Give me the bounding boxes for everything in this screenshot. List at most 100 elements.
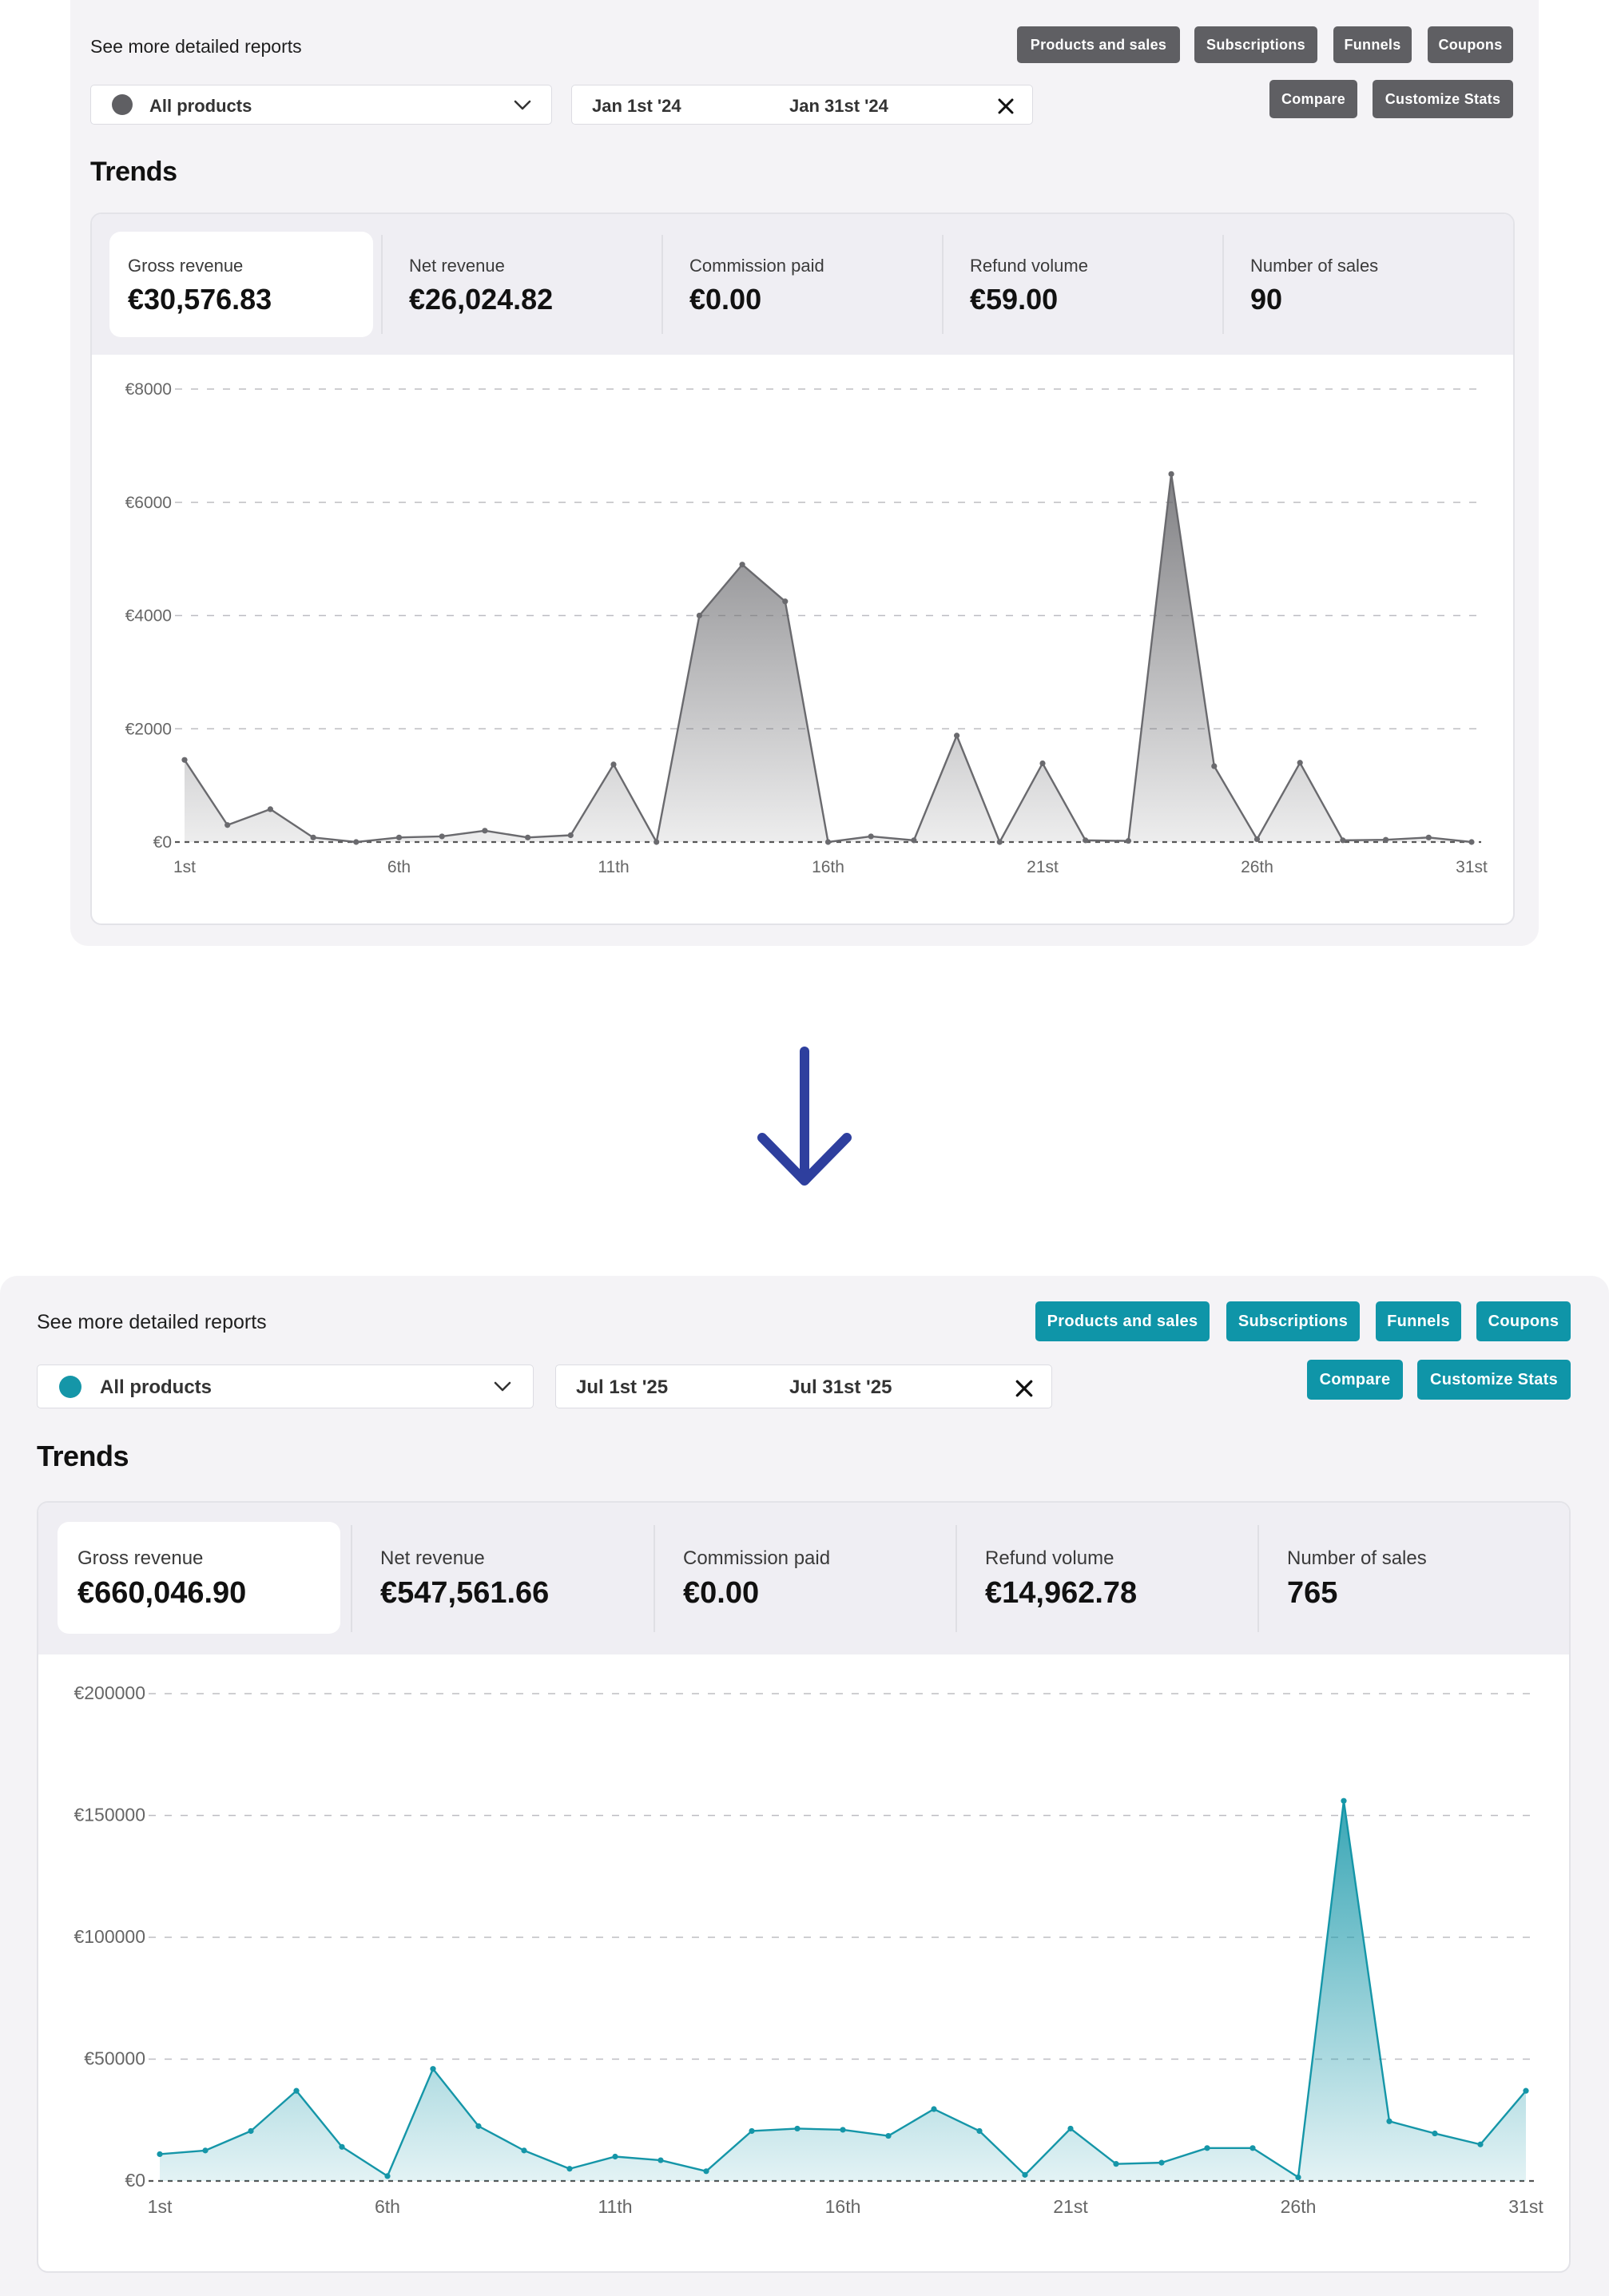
x-tick-label: 21st [1027, 858, 1059, 876]
compare-button[interactable]: Compare [1307, 1360, 1403, 1400]
data-point [824, 839, 832, 845]
stat-net-revenue[interactable]: Net revenue €547,561.66 [360, 1522, 652, 1634]
data-point [1383, 836, 1389, 843]
coupons-button[interactable]: Coupons [1476, 1301, 1571, 1341]
date-range-picker[interactable]: Jul 1st '25 Jul 31st '25 [555, 1364, 1052, 1408]
x-tick-label: 31st [1508, 2196, 1543, 2217]
stats-strip: Gross revenue €30,576.83 Net revenue €26… [92, 214, 1513, 355]
stat-gross-revenue[interactable]: Gross revenue €660,046.90 [58, 1522, 340, 1634]
data-point [931, 2106, 937, 2112]
stat-net-revenue[interactable]: Net revenue €26,024.82 [391, 232, 662, 337]
y-tick-label: €150000 [73, 1805, 145, 1825]
stat-gross-revenue[interactable]: Gross revenue €30,576.83 [109, 232, 373, 337]
y-tick-label: €6000 [125, 494, 172, 512]
stat-commission-paid[interactable]: Commission paid €0.00 [671, 232, 943, 337]
stat-number-of-sales[interactable]: Number of sales 90 [1232, 232, 1504, 337]
data-point [566, 2166, 573, 2172]
close-icon[interactable] [1015, 1379, 1034, 1398]
area-fill [160, 1801, 1526, 2181]
data-point [658, 2157, 664, 2163]
stat-label: Refund volume [985, 1547, 1114, 1569]
chevron-down-icon[interactable] [493, 1380, 512, 1393]
x-tick-label: 11th [598, 858, 629, 876]
funnels-button[interactable]: Funnels [1376, 1301, 1461, 1341]
data-point [911, 837, 917, 844]
stat-value: 90 [1250, 283, 1283, 316]
date-end[interactable]: Jul 31st '25 [789, 1376, 892, 1398]
data-point [521, 2147, 527, 2154]
customize-stats-button[interactable]: Customize Stats [1417, 1360, 1571, 1400]
stat-refund-volume[interactable]: Refund volume €14,962.78 [965, 1522, 1257, 1634]
stat-value: €14,962.78 [985, 1576, 1138, 1610]
divider [381, 235, 383, 334]
data-point [1295, 2174, 1301, 2181]
report-label: See more detailed reports [37, 1311, 267, 1333]
date-start[interactable]: Jan 1st '24 [592, 96, 681, 116]
data-point [1083, 837, 1089, 844]
subscriptions-button[interactable]: Subscriptions [1194, 26, 1317, 63]
x-tick-label: 26th [1281, 2196, 1317, 2217]
stat-label: Gross revenue [128, 256, 244, 276]
stat-value: €30,576.83 [128, 283, 272, 316]
products-and-sales-button[interactable]: Products and sales [1035, 1301, 1210, 1341]
stats-strip: Gross revenue €660,046.90 Net revenue €5… [38, 1503, 1569, 1654]
data-point [954, 733, 960, 739]
data-point [248, 2127, 254, 2135]
data-point [739, 562, 745, 568]
coupons-button[interactable]: Coupons [1428, 26, 1513, 63]
divider [661, 235, 663, 334]
stat-label: Number of sales [1287, 1547, 1427, 1569]
stat-label: Net revenue [409, 256, 505, 276]
data-point [525, 834, 531, 840]
stat-number-of-sales[interactable]: Number of sales 765 [1267, 1522, 1559, 1634]
data-point [1125, 837, 1131, 844]
x-tick-label: 26th [1241, 858, 1273, 876]
product-color-dot [59, 1376, 81, 1398]
date-start[interactable]: Jul 1st '25 [576, 1376, 669, 1398]
products-and-sales-button[interactable]: Products and sales [1017, 26, 1180, 63]
date-range-picker[interactable]: Jan 1st '24 Jan 31st '24 [571, 85, 1033, 125]
stat-value: €547,561.66 [380, 1576, 550, 1610]
data-point [1386, 2118, 1392, 2124]
x-tick-label: 31st [1456, 858, 1488, 876]
data-point [267, 806, 273, 812]
data-point [1523, 2087, 1529, 2094]
data-point [439, 833, 445, 840]
y-tick-label: €200000 [73, 1682, 145, 1703]
data-point [1425, 834, 1432, 840]
close-icon[interactable] [997, 97, 1015, 115]
data-point [1297, 760, 1303, 766]
data-point [567, 832, 574, 839]
funnels-button[interactable]: Funnels [1333, 26, 1412, 63]
data-point [612, 2153, 618, 2160]
data-point [224, 822, 231, 828]
stat-commission-paid[interactable]: Commission paid €0.00 [663, 1522, 955, 1634]
data-point [696, 612, 703, 619]
stat-label: Commission paid [683, 1547, 831, 1569]
data-point [1253, 836, 1261, 843]
data-point [1113, 2161, 1119, 2167]
report-label: See more detailed reports [90, 36, 302, 57]
stat-value: €0.00 [689, 283, 762, 316]
product-select[interactable]: All products [37, 1364, 534, 1408]
data-point [976, 2127, 983, 2135]
data-point [794, 2125, 801, 2132]
chevron-down-icon[interactable] [513, 99, 532, 112]
data-point [1432, 2130, 1438, 2137]
date-end[interactable]: Jan 31st '24 [789, 96, 888, 116]
product-select[interactable]: All products [90, 85, 552, 125]
compare-button[interactable]: Compare [1269, 80, 1357, 118]
y-tick-label: €4000 [125, 607, 172, 626]
stat-refund-volume[interactable]: Refund volume €59.00 [951, 232, 1223, 337]
data-point [1341, 1797, 1347, 1804]
data-point [310, 834, 316, 840]
section-title: Trends [37, 1440, 129, 1472]
x-tick-label: 1st [148, 2196, 173, 2217]
data-point [293, 2087, 300, 2094]
y-tick-label: €100000 [73, 1926, 145, 1947]
x-tick-label: 6th [387, 858, 411, 876]
subscriptions-button[interactable]: Subscriptions [1226, 1301, 1360, 1341]
customize-stats-button[interactable]: Customize Stats [1373, 80, 1513, 118]
